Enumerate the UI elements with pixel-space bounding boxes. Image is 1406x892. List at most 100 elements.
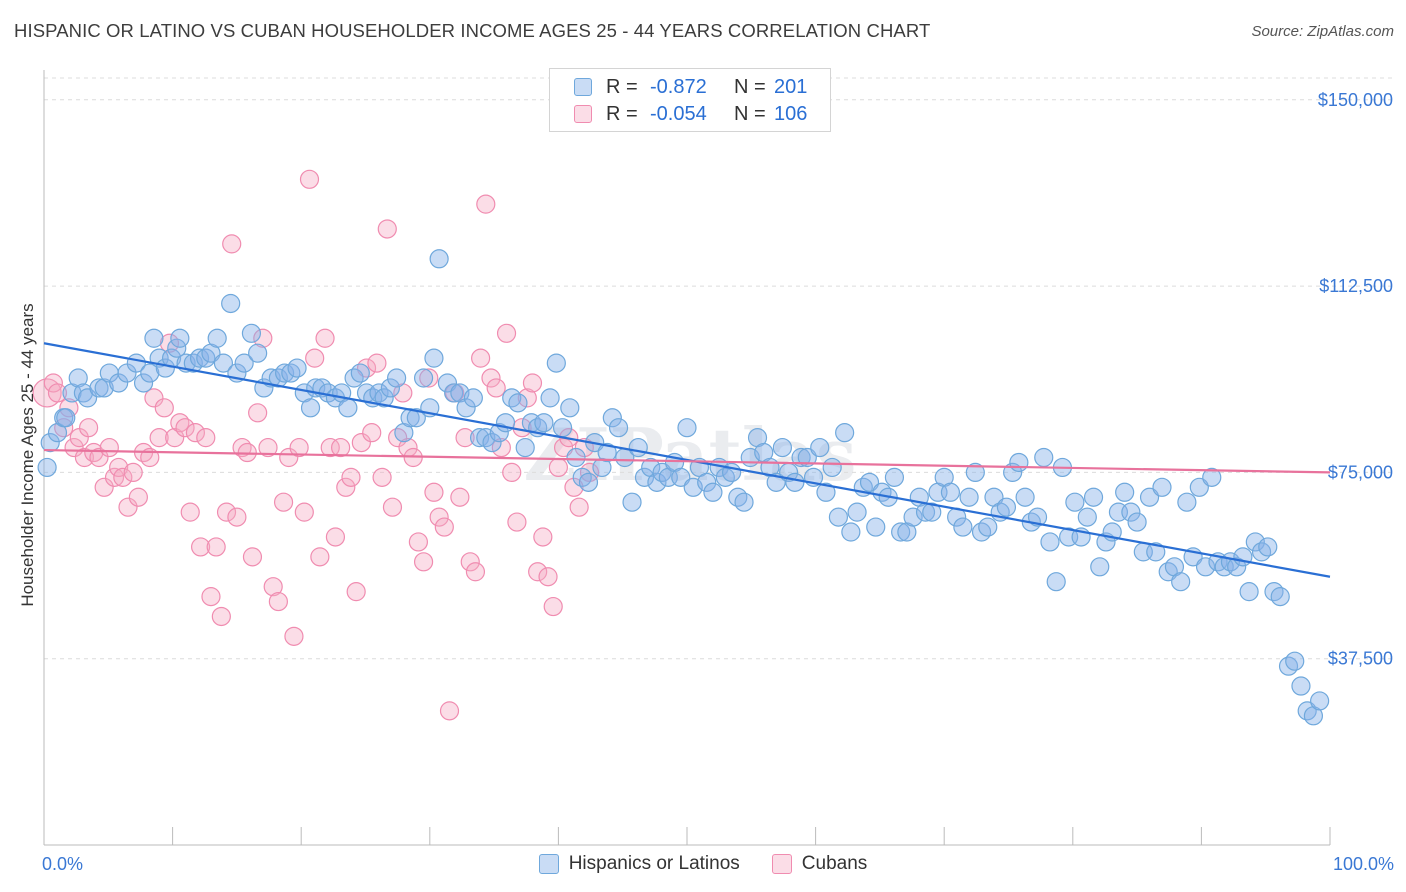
cubans-point: [325, 527, 346, 547]
cubans-point: [351, 432, 371, 453]
hispanics-point: [1121, 502, 1141, 522]
hispanics-point: [40, 432, 60, 453]
hispanics-point: [489, 423, 509, 443]
hispanics-point: [1258, 537, 1278, 557]
cubans-point: [206, 537, 226, 557]
n-value: 201: [774, 75, 808, 98]
correlation-legend: R = -0.872 N = 201 R = -0.054 N = 106: [549, 68, 831, 132]
cubans-point: [89, 447, 109, 468]
y-tick-label: $150,000: [1318, 90, 1393, 110]
hispanics-point: [1251, 542, 1272, 562]
hispanics-point: [1146, 542, 1166, 562]
cubans-point: [341, 467, 361, 487]
r-value: -0.054: [650, 102, 707, 125]
hispanics-point: [597, 442, 617, 463]
source-label: Source: ZipAtlas.com: [1251, 23, 1394, 40]
hispanics-point: [835, 423, 855, 443]
hispanics-point: [109, 373, 129, 393]
hispanics-point: [628, 437, 648, 458]
cubans-point: [201, 587, 221, 607]
cubans-point: [294, 502, 314, 522]
hispanics-point: [1090, 557, 1110, 577]
cubans-point: [149, 428, 169, 448]
hispanics-point: [1034, 447, 1054, 468]
hispanics-point: [1202, 467, 1222, 487]
hispanics-point: [1264, 582, 1284, 602]
hispanics-point: [1152, 477, 1172, 497]
cubans-point: [99, 437, 119, 458]
cubans-point: [455, 428, 475, 448]
hispanics-point: [940, 482, 961, 502]
hispanics-point: [1083, 487, 1104, 507]
cubans-point: [258, 437, 278, 458]
hispanics-point: [810, 437, 830, 458]
hispanics-point: [374, 388, 394, 408]
cubans-point: [367, 353, 387, 373]
hispanics-point: [1065, 492, 1085, 512]
hispanics-point: [437, 373, 458, 393]
hispanics-point: [429, 249, 449, 269]
hispanics-point: [1040, 532, 1060, 552]
cubans-point: [227, 507, 247, 527]
cubans-point: [439, 701, 460, 721]
hispanics-point: [697, 472, 717, 492]
cubans-point: [538, 567, 558, 587]
hispanics-point: [546, 353, 566, 373]
cubans-point: [507, 512, 527, 532]
hispanics-point: [592, 457, 612, 478]
cubans-trend-line: [43, 448, 1331, 474]
hispanics-point: [463, 388, 483, 408]
hispanics-point: [183, 353, 203, 373]
hispanics-point: [828, 507, 849, 527]
legend-label: Hispanics or Latinos: [568, 853, 740, 874]
hispanics-point: [1239, 582, 1259, 602]
cubans-point: [533, 527, 553, 547]
cubans-point: [336, 477, 356, 497]
legend-label: Cubans: [801, 853, 868, 874]
cubans-point: [191, 537, 211, 557]
blue-swatch: [538, 854, 559, 874]
cubans-point: [517, 388, 537, 408]
cubans-point: [372, 467, 392, 487]
hispanics-point: [482, 432, 502, 453]
hispanics-point: [1171, 572, 1191, 592]
hispanics-point: [1077, 507, 1097, 527]
hispanics-point: [287, 358, 307, 378]
hispanics-point: [903, 507, 923, 527]
hispanics-point: [891, 522, 911, 542]
cubans-point: [118, 497, 138, 517]
hispanics-point: [971, 522, 992, 542]
y-tick-labels: $37,500 $75,000 $112,500 $150,000: [1318, 90, 1393, 669]
cubans-point: [47, 383, 68, 403]
hispanics-point: [1189, 477, 1209, 497]
hispanics-point: [94, 378, 114, 398]
legend-row-hispanics: R = -0.872 N = 201: [574, 74, 807, 100]
hispanics-point: [552, 418, 573, 438]
cubans-point: [548, 457, 569, 478]
cubans-point: [268, 591, 288, 612]
trend-lines: [43, 342, 1331, 578]
hispanics-point: [281, 363, 301, 383]
cubans-point: [429, 507, 449, 527]
hispanics-point: [502, 388, 522, 408]
hispanics-point: [133, 373, 154, 393]
y-tick-label: $112,500: [1319, 276, 1393, 296]
hispanics-point: [703, 482, 723, 502]
hispanics-point: [406, 408, 426, 428]
hispanics-point: [647, 472, 667, 492]
cubans-point: [180, 502, 200, 522]
y-tick-label: $37,500: [1328, 649, 1393, 669]
n-label: N =: [734, 102, 766, 125]
hispanics-point: [847, 502, 867, 522]
hispanics-point: [444, 383, 464, 403]
hispanics-point: [268, 368, 288, 388]
hispanics-point: [540, 388, 560, 408]
hispanics-point: [350, 363, 370, 383]
cubans-point: [491, 437, 511, 458]
cubans-point: [94, 477, 114, 497]
cubans-point: [522, 373, 543, 393]
hispanics-point: [248, 343, 268, 363]
cubans-point: [419, 368, 439, 388]
cubans-point: [216, 502, 237, 522]
hispanics-point: [424, 348, 444, 368]
